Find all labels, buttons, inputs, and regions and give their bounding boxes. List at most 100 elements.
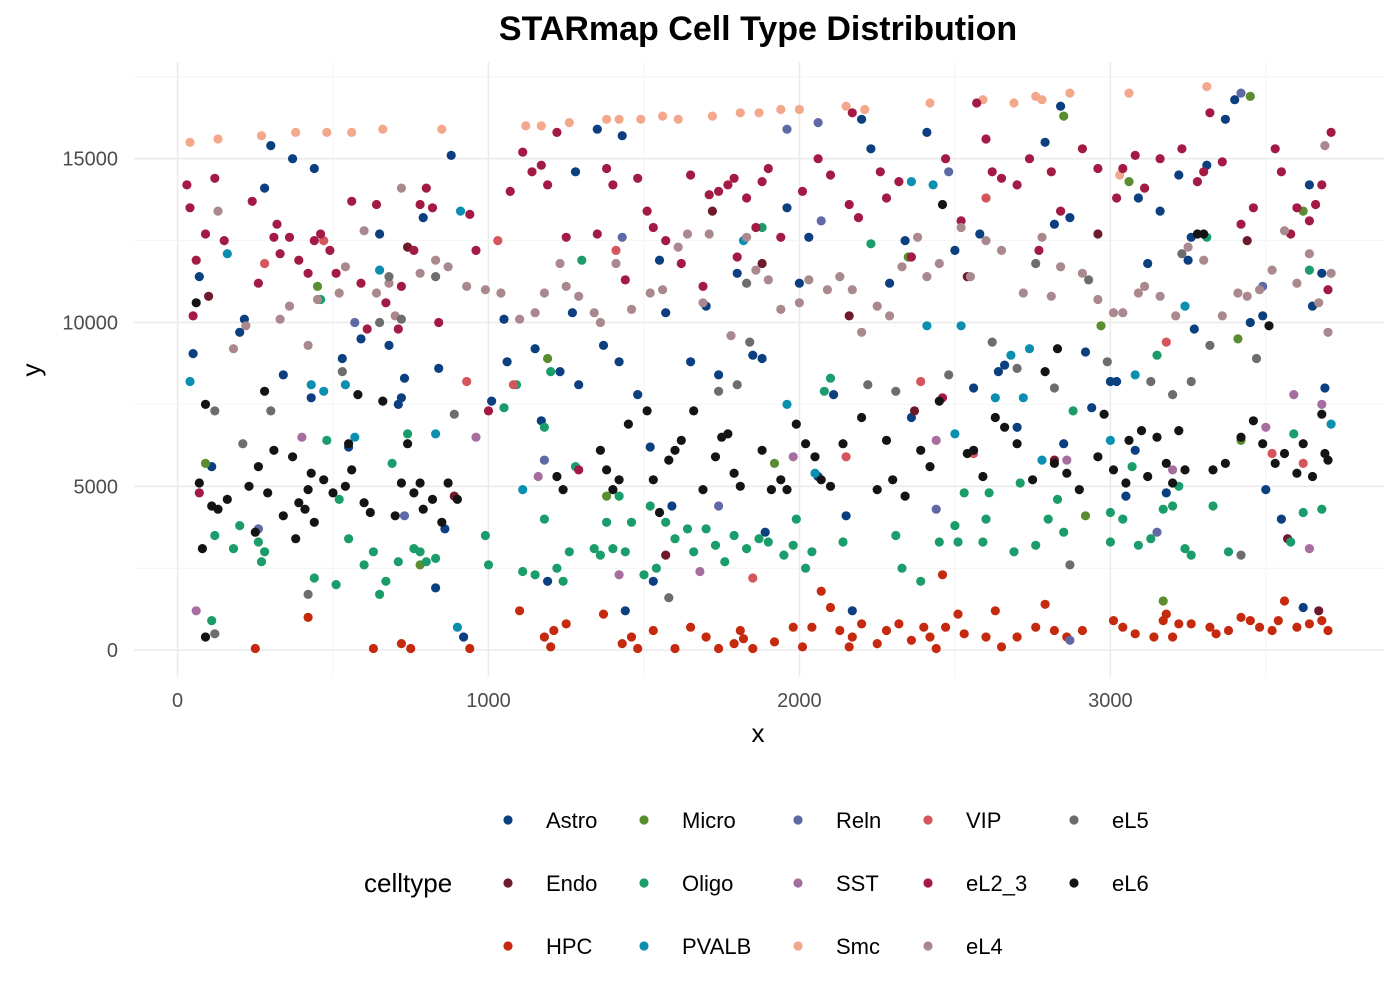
data-point: [1118, 163, 1128, 174]
data-point: [567, 308, 578, 318]
data-point: [1236, 612, 1246, 623]
data-point: [1177, 249, 1187, 259]
data-point: [188, 311, 198, 321]
data-point: [825, 170, 836, 180]
data-point: [782, 399, 792, 409]
data-point: [185, 137, 195, 147]
data-point: [337, 353, 347, 364]
data-point: [1177, 144, 1187, 154]
data-point: [1158, 596, 1168, 606]
data-point: [1046, 167, 1056, 177]
data-point: [244, 481, 254, 491]
data-point: [1307, 471, 1318, 482]
data-point: [658, 111, 668, 121]
data-point: [941, 622, 951, 632]
data-point: [462, 281, 472, 291]
data-point: [735, 481, 745, 491]
data-point: [686, 170, 696, 180]
data-point: [782, 485, 792, 495]
data-point: [328, 488, 338, 498]
data-point: [213, 134, 223, 144]
data-point: [857, 114, 867, 124]
legend-key: [639, 941, 649, 951]
data-point: [829, 390, 839, 400]
data-point: [375, 317, 385, 328]
data-point: [1133, 540, 1143, 550]
data-point: [471, 245, 481, 255]
data-point: [536, 160, 546, 170]
data-point: [617, 639, 627, 649]
data-point: [810, 452, 820, 462]
data-point: [1317, 180, 1327, 190]
data-point: [633, 173, 643, 183]
data-point: [275, 249, 285, 259]
data-point: [686, 357, 696, 367]
data-point: [990, 412, 1000, 423]
data-point: [347, 465, 357, 475]
data-point: [434, 363, 444, 373]
data-point: [769, 637, 780, 647]
x-axis-ticks: 0 1000 2000 3000: [172, 690, 1133, 712]
data-point: [1261, 422, 1271, 432]
data-point: [1056, 101, 1066, 111]
data-point: [291, 127, 301, 137]
data-point: [465, 643, 475, 654]
data-point: [822, 285, 833, 295]
data-point: [365, 507, 375, 518]
data-point: [810, 468, 820, 478]
data-point: [1031, 622, 1041, 632]
data-point: [1174, 426, 1184, 436]
legend-item: SST: [793, 871, 879, 896]
data-point: [1118, 308, 1128, 318]
data-point: [769, 458, 780, 468]
data-point: [589, 308, 599, 318]
data-point: [686, 622, 696, 632]
data-point: [592, 229, 602, 239]
data-point: [505, 186, 515, 196]
data-point: [1180, 465, 1190, 475]
data-point: [188, 349, 198, 359]
data-point: [972, 98, 982, 108]
legend-item: PVALB: [639, 934, 751, 959]
data-point: [847, 108, 857, 118]
data-point: [1255, 285, 1265, 295]
data-point: [794, 298, 805, 308]
data-point: [555, 258, 565, 269]
legend-item: eL4: [923, 934, 1003, 959]
data-points: [182, 82, 1336, 654]
data-point: [645, 288, 655, 298]
data-point: [847, 285, 857, 295]
data-point: [723, 429, 733, 439]
data-point: [353, 390, 363, 400]
data-point: [1236, 219, 1246, 229]
data-point: [415, 199, 425, 210]
data-point: [608, 544, 618, 554]
data-point: [804, 275, 814, 285]
data-point: [891, 386, 901, 396]
data-point: [403, 429, 413, 439]
data-point: [1304, 216, 1314, 226]
data-point: [421, 557, 431, 567]
data-point: [602, 114, 612, 124]
data-point: [1261, 485, 1271, 495]
data-point: [238, 439, 248, 449]
data-point: [1323, 455, 1333, 465]
data-point: [1028, 475, 1038, 485]
data-point: [375, 229, 385, 239]
data-point: [228, 544, 239, 554]
data-point: [1304, 180, 1314, 190]
data-point: [518, 566, 528, 577]
data-point: [633, 390, 643, 400]
data-point: [309, 517, 319, 527]
data-point: [213, 504, 223, 514]
data-point: [309, 236, 319, 246]
data-point: [403, 439, 413, 449]
data-point: [1270, 458, 1280, 468]
data-point: [760, 527, 770, 537]
legend-label: SST: [836, 871, 879, 896]
data-point: [1279, 226, 1290, 236]
data-point: [278, 370, 288, 380]
data-point: [1314, 298, 1324, 308]
data-point: [897, 262, 907, 272]
data-point: [807, 547, 817, 557]
